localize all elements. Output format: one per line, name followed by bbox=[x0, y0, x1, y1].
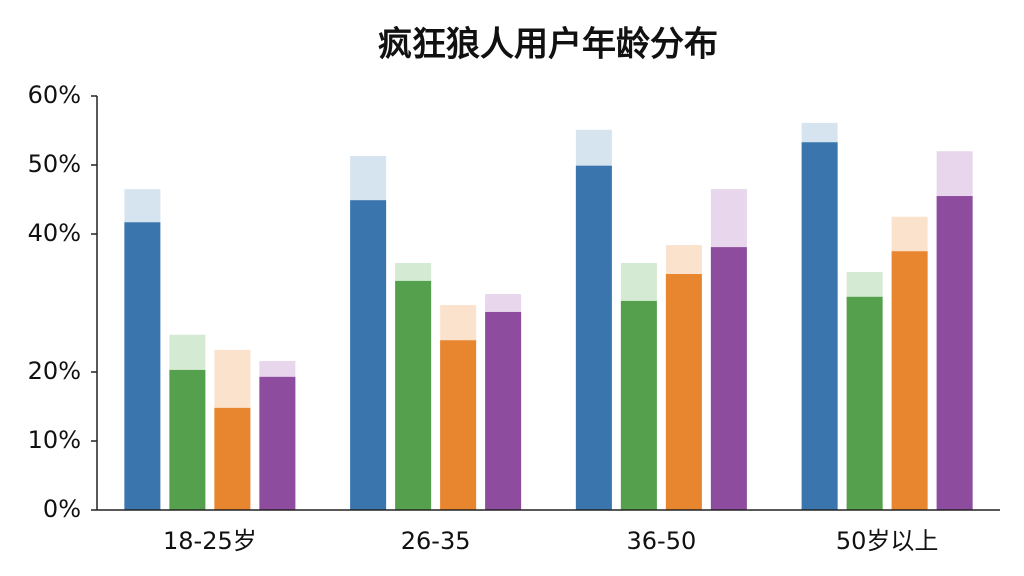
x-tick-label: 50岁以上 bbox=[836, 527, 939, 555]
x-tick-label: 36-50 bbox=[627, 527, 697, 555]
bar bbox=[350, 200, 387, 510]
bar bbox=[214, 407, 251, 510]
bar bbox=[710, 247, 747, 511]
bar bbox=[665, 274, 702, 510]
bar bbox=[936, 196, 973, 511]
chart-title: 疯狂狼人用户年龄分布 bbox=[378, 25, 718, 65]
y-tick-label: 60% bbox=[28, 81, 81, 109]
y-tick-label: 20% bbox=[28, 357, 81, 385]
y-tick-label: 0% bbox=[43, 495, 81, 523]
bar bbox=[395, 280, 432, 510]
bar bbox=[169, 369, 206, 510]
x-tick-label: 26-35 bbox=[401, 527, 471, 555]
x-tick-label: 18-25岁 bbox=[163, 527, 257, 555]
bar bbox=[124, 222, 161, 510]
bar bbox=[440, 340, 477, 510]
y-tick-label: 10% bbox=[28, 426, 81, 454]
bar bbox=[891, 251, 928, 510]
bar bbox=[259, 376, 296, 510]
y-tick-label: 50% bbox=[28, 150, 81, 178]
bar bbox=[801, 142, 838, 511]
bar bbox=[485, 311, 522, 510]
bar bbox=[575, 165, 612, 510]
bar bbox=[846, 296, 883, 510]
y-tick-label: 40% bbox=[28, 219, 81, 247]
bar bbox=[620, 300, 657, 510]
